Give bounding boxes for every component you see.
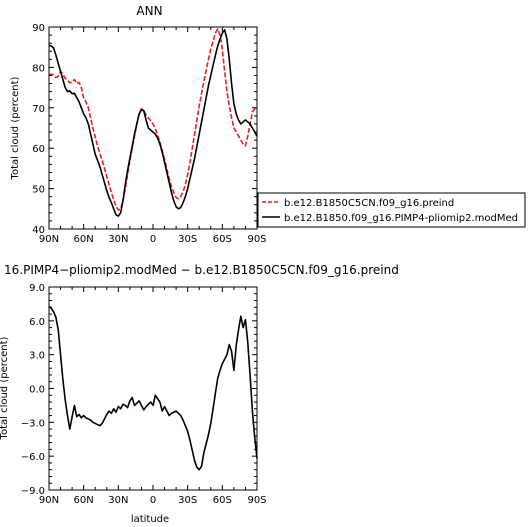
y-tick-label: 50 [32, 185, 45, 196]
legend-label-pliomip2: b.e12.B1850.f09_g16.PIMP4-pliomip2.modMe… [284, 213, 518, 224]
top-panel: ANN 90N 60N 30N 0 30S 60S 90S 40 50 60 70 80 90 Tot… [10, 4, 267, 245]
x-tick-label: 30S [178, 495, 197, 506]
series-line-top-1 [48, 29, 258, 217]
bottom-y-axis-ticks: −9.0 −6.0 −3.0 0.0 3.0 6.0 9.0 [21, 283, 257, 497]
x-tick-label: 90S [247, 234, 266, 245]
x-tick-label: 0 [150, 234, 156, 245]
series-line-bot-0 [48, 305, 258, 471]
y-tick-label: −3.0 [21, 418, 45, 429]
y-tick-label: 80 [32, 63, 45, 74]
y-tick-label: −9.0 [21, 486, 45, 497]
y-tick-label: 70 [32, 104, 45, 115]
y-tick-label: 60 [32, 144, 45, 155]
x-tick-label: 0 [150, 495, 156, 506]
y-tick-label: 40 [32, 225, 45, 236]
y-tick-label: 0.0 [29, 385, 45, 396]
bottom-x-axis-label: latitude [131, 514, 169, 525]
top-chart-title: ANN [136, 4, 162, 18]
x-tick-label: 90S [247, 495, 266, 506]
x-tick-label: 30S [178, 234, 197, 245]
legend-box [257, 192, 526, 228]
top-y-axis-label: Total cloud (percent) [10, 76, 21, 180]
series-line-top-0 [48, 28, 258, 211]
x-tick-label: 30N [108, 495, 128, 506]
top-plot-frame [48, 26, 258, 230]
x-tick-label: 90N [39, 495, 59, 506]
bottom-panel: 16.PIMP4−pliomip2.modMed − b.e12.B1850C5… [0, 263, 399, 525]
x-tick-label: 30N [108, 234, 128, 245]
legend: b.e12.B1850C5CN.f09_g16.preind b.e12.B18… [257, 192, 526, 228]
y-tick-label: 90 [32, 23, 45, 34]
y-tick-label: 3.0 [29, 351, 45, 362]
top-series-group [48, 28, 258, 217]
y-tick-label: 6.0 [29, 317, 45, 328]
x-tick-label: 90N [39, 234, 59, 245]
x-tick-label: 60N [74, 495, 94, 506]
top-y-axis-ticks: 40 50 60 70 80 90 [32, 23, 257, 236]
bottom-plot-frame [48, 286, 258, 491]
top-x-axis-ticks: 90N 60N 30N 0 30S 60S 90S [39, 27, 267, 245]
bottom-chart-title: 16.PIMP4−pliomip2.modMed − b.e12.B1850C5… [4, 263, 399, 277]
x-tick-label: 60N [74, 234, 94, 245]
bottom-y-axis-label: Total cloud (percent) [0, 336, 10, 440]
legend-label-preind: b.e12.B1850C5CN.f09_g16.preind [284, 198, 454, 209]
bottom-x-axis-ticks: 90N 60N 30N 0 30S 60S 90S [39, 287, 267, 506]
y-tick-label: 9.0 [29, 283, 45, 294]
bottom-series-group [48, 305, 258, 471]
y-tick-label: −6.0 [21, 452, 45, 463]
x-tick-label: 60S [213, 234, 232, 245]
x-tick-label: 60S [213, 495, 232, 506]
